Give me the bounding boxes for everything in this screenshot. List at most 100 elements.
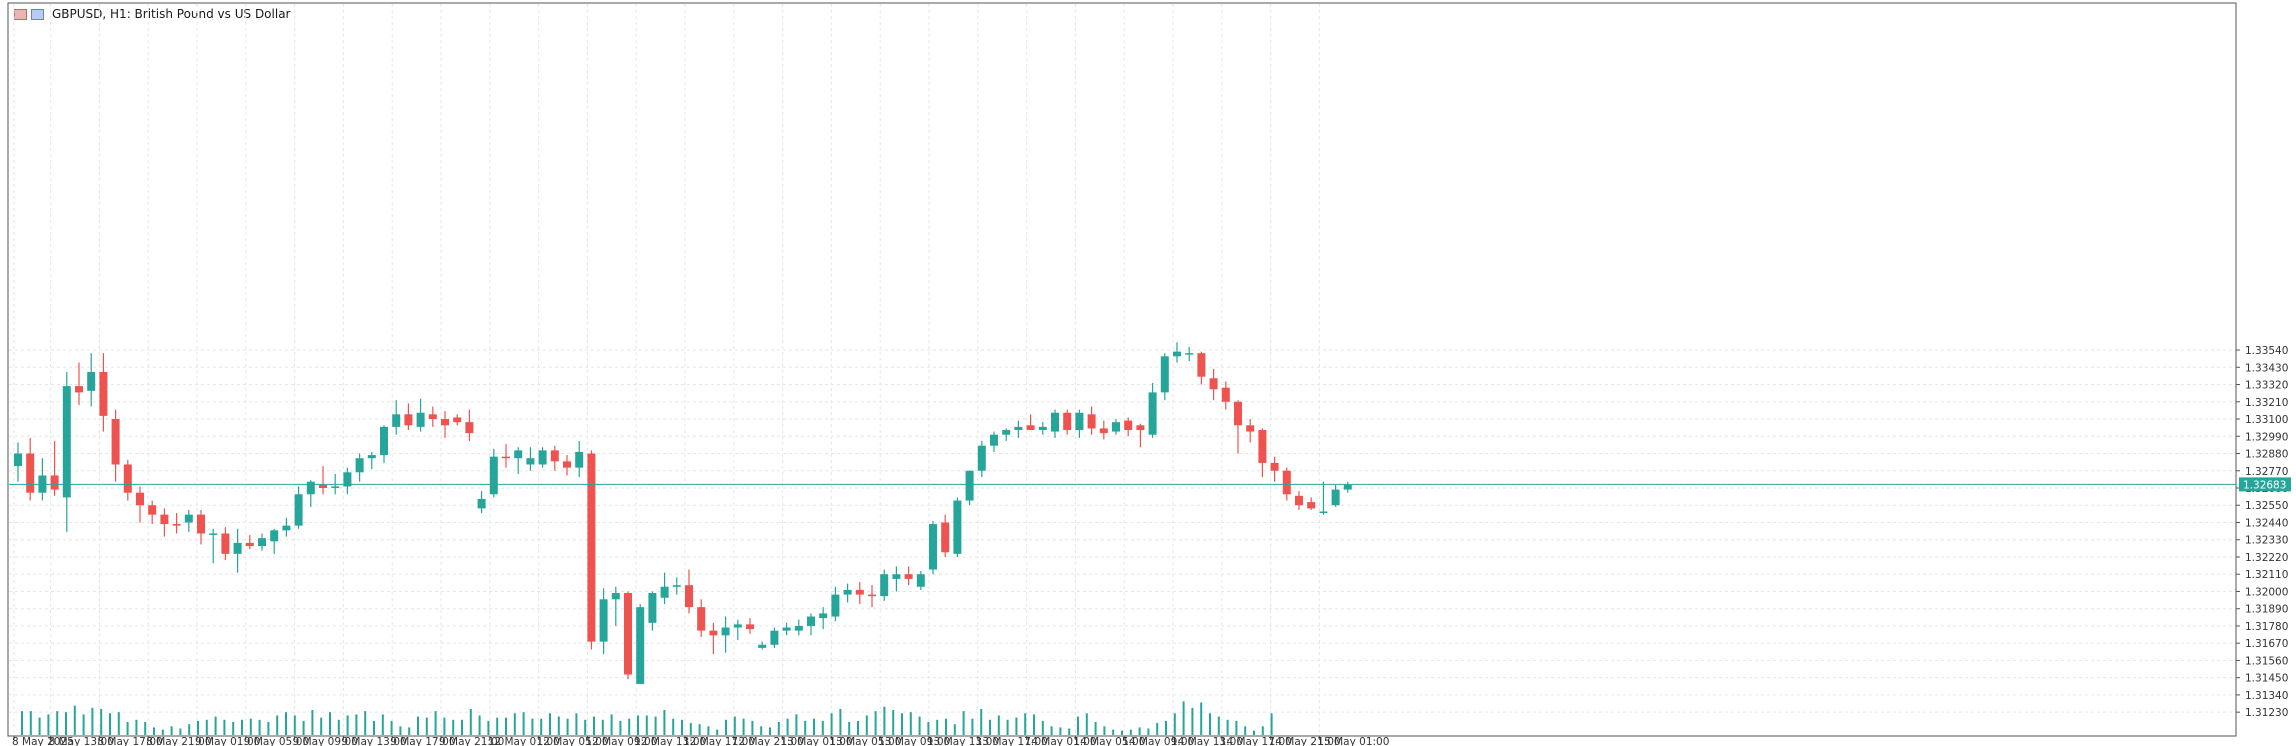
bear-candle[interactable] (1246, 425, 1255, 432)
bull-candle[interactable] (331, 486, 340, 488)
bull-candle[interactable] (184, 514, 193, 523)
bull-candle[interactable] (209, 533, 218, 535)
bull-candle[interactable] (306, 481, 315, 495)
bear-candle[interactable] (136, 492, 144, 506)
bull-candle[interactable] (770, 630, 779, 645)
bear-candle[interactable] (26, 453, 35, 493)
bull-candle[interactable] (258, 538, 266, 546)
bear-candle[interactable] (550, 450, 559, 462)
bull-candle[interactable] (636, 607, 645, 684)
bull-candle[interactable] (611, 593, 620, 600)
bull-candle[interactable] (721, 627, 730, 636)
bear-candle[interactable] (1087, 414, 1096, 429)
bull-candle[interactable] (343, 472, 352, 487)
bear-candle[interactable] (1124, 420, 1133, 430)
bear-candle[interactable] (1026, 425, 1035, 430)
bull-candle[interactable] (575, 451, 584, 468)
bear-candle[interactable] (502, 456, 510, 459)
bear-candle[interactable] (404, 414, 413, 426)
bear-candle[interactable] (1307, 502, 1316, 509)
bull-candle[interactable] (1112, 422, 1120, 432)
bear-candle[interactable] (1063, 412, 1072, 430)
bull-candle[interactable] (672, 585, 681, 587)
bull-candle[interactable] (355, 458, 364, 473)
bull-candle[interactable] (1051, 412, 1059, 432)
bear-candle[interactable] (1136, 425, 1145, 430)
bear-candle[interactable] (709, 630, 718, 636)
bull-candle[interactable] (514, 450, 523, 459)
bull-candle[interactable] (990, 434, 998, 446)
bull-candle[interactable] (880, 574, 889, 597)
bear-candle[interactable] (319, 484, 327, 488)
bear-candle[interactable] (1209, 378, 1218, 390)
bear-candle[interactable] (1221, 387, 1230, 402)
bear-candle[interactable] (563, 461, 571, 468)
bull-candle[interactable] (489, 456, 498, 495)
bear-candle[interactable] (685, 585, 693, 608)
bear-candle[interactable] (160, 514, 169, 525)
bull-candle[interactable] (648, 593, 657, 623)
bull-candle[interactable] (294, 494, 303, 526)
bull-candle[interactable] (733, 624, 742, 628)
bear-candle[interactable] (1258, 430, 1267, 463)
bull-candle[interactable] (367, 455, 376, 459)
bear-candle[interactable] (1282, 470, 1291, 495)
bull-candle[interactable] (1148, 392, 1157, 435)
bull-candle[interactable] (843, 589, 852, 595)
bear-candle[interactable] (1270, 462, 1279, 471)
bull-candle[interactable] (1319, 511, 1328, 514)
bull-candle[interactable] (916, 574, 925, 587)
bull-candle[interactable] (87, 372, 96, 391)
bull-candle[interactable] (526, 458, 535, 465)
bear-candle[interactable] (1234, 401, 1242, 426)
bull-candle[interactable] (929, 524, 937, 570)
chart-icon[interactable] (14, 8, 27, 20)
bear-candle[interactable] (941, 522, 950, 553)
bull-candle[interactable] (538, 450, 547, 465)
bull-candle[interactable] (1014, 426, 1023, 430)
bull-candle[interactable] (1038, 426, 1047, 430)
bull-candle[interactable] (758, 644, 767, 648)
bull-candle[interactable] (233, 542, 242, 554)
bear-candle[interactable] (624, 593, 632, 675)
bull-candle[interactable] (782, 627, 791, 631)
bull-candle[interactable] (62, 386, 71, 498)
bull-candle[interactable] (14, 453, 22, 467)
bear-candle[interactable] (1197, 353, 1206, 377)
bull-candle[interactable] (282, 525, 291, 531)
bear-candle[interactable] (868, 594, 876, 597)
bear-candle[interactable] (148, 505, 157, 515)
bull-candle[interactable] (831, 594, 840, 617)
bull-candle[interactable] (977, 445, 986, 471)
bull-candle[interactable] (477, 498, 486, 509)
bull-candle[interactable] (380, 426, 388, 456)
bull-candle[interactable] (892, 574, 901, 579)
bull-candle[interactable] (416, 412, 425, 427)
bull-candle[interactable] (953, 500, 962, 554)
bear-candle[interactable] (453, 417, 462, 423)
bull-candle[interactable] (1185, 353, 1194, 355)
bear-candle[interactable] (172, 524, 181, 526)
bull-candle[interactable] (965, 470, 974, 501)
bear-candle[interactable] (111, 419, 120, 465)
bull-candle[interactable] (660, 586, 669, 598)
bear-candle[interactable] (75, 386, 83, 393)
bull-candle[interactable] (1075, 412, 1084, 430)
bear-candle[interactable] (221, 533, 230, 554)
bull-candle[interactable] (599, 599, 608, 642)
bull-candle[interactable] (794, 625, 803, 631)
bear-candle[interactable] (587, 453, 596, 642)
bear-candle[interactable] (123, 464, 132, 493)
bear-candle[interactable] (465, 422, 474, 434)
bear-candle[interactable] (441, 419, 449, 426)
bull-candle[interactable] (1160, 356, 1169, 393)
bull-candle[interactable] (1173, 351, 1181, 357)
bull-candle[interactable] (270, 530, 279, 542)
bear-candle[interactable] (1295, 495, 1303, 506)
bear-candle[interactable] (428, 414, 437, 420)
bear-candle[interactable] (746, 624, 754, 630)
bear-candle[interactable] (855, 589, 864, 595)
bear-candle[interactable] (197, 514, 205, 534)
